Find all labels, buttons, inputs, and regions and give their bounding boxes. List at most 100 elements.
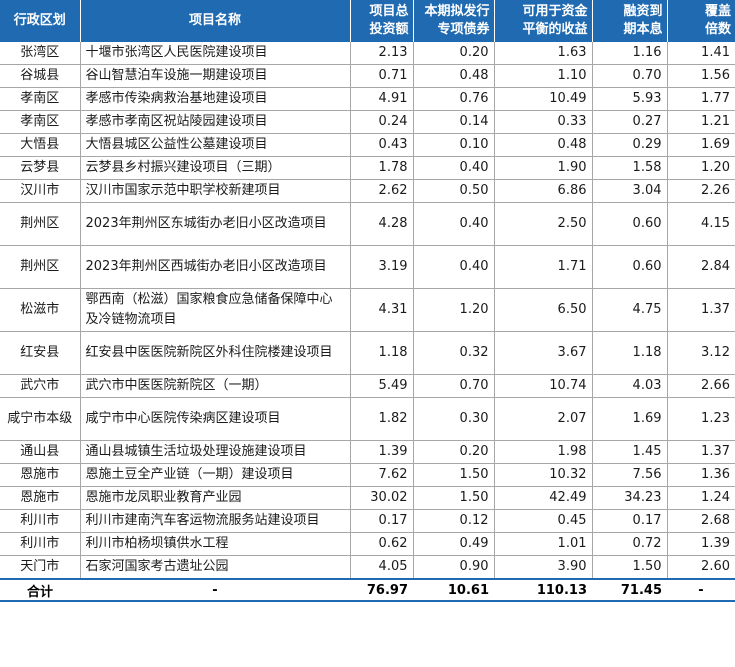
total-coverage-ratio: - bbox=[667, 578, 735, 602]
principal-interest-cell: 1.16 bbox=[592, 42, 668, 65]
bond-issue-cell: 0.49 bbox=[413, 532, 495, 556]
total-principal-interest: 71.45 bbox=[592, 578, 667, 602]
total-investment-cell: 1.82 bbox=[350, 397, 414, 441]
region-cell: 咸宁市本级 bbox=[0, 397, 81, 441]
balance-income-cell: 3.90 bbox=[494, 555, 593, 580]
project-name-cell: 鄂西南（松滋）国家粮食应急储备保障中心及冷链物流项目 bbox=[80, 288, 351, 332]
table-row: 张湾区 十堰市张湾区人民医院建设项目 2.13 0.20 1.63 1.16 1.41 bbox=[0, 42, 735, 65]
region-cell: 通山县 bbox=[0, 440, 81, 464]
region-cell: 谷城县 bbox=[0, 64, 81, 88]
table-row: 恩施市 恩施市龙凤职业教育产业园 30.02 1.50 42.49 34.23 1.24 bbox=[0, 486, 735, 510]
coverage-ratio-cell: 4.15 bbox=[667, 202, 735, 246]
region-cell: 武穴市 bbox=[0, 374, 81, 398]
coverage-ratio-cell: 1.69 bbox=[667, 133, 735, 157]
principal-interest-cell: 0.72 bbox=[592, 532, 668, 556]
project-name-cell: 汉川市国家示范中职学校新建项目 bbox=[80, 179, 351, 203]
bond-issue-cell: 1.50 bbox=[413, 486, 495, 510]
bond-issue-cell: 0.76 bbox=[413, 87, 495, 111]
coverage-ratio-cell: 1.23 bbox=[667, 397, 735, 441]
principal-interest-cell: 34.23 bbox=[592, 486, 668, 510]
project-name-cell: 通山县城镇生活垃圾处理设施建设项目 bbox=[80, 440, 351, 464]
table-row: 汉川市 汉川市国家示范中职学校新建项目 2.62 0.50 6.86 3.04 2.26 bbox=[0, 179, 735, 203]
project-name-cell: 利川市建南汽车客运物流服务站建设项目 bbox=[80, 509, 351, 533]
table-row: 利川市 利川市建南汽车客运物流服务站建设项目 0.17 0.12 0.45 0.17 2.6… bbox=[0, 509, 735, 533]
project-name-cell: 2023年荆州区东城街办老旧小区改造项目 bbox=[80, 202, 351, 246]
project-name-cell: 谷山智慧泊车设施一期建设项目 bbox=[80, 64, 351, 88]
header-region: 行政区划 bbox=[0, 0, 81, 42]
total-investment-cell: 4.05 bbox=[350, 555, 414, 580]
region-cell: 孝南区 bbox=[0, 87, 81, 111]
project-name-cell: 石家河国家考古遗址公园 bbox=[80, 555, 351, 580]
coverage-ratio-cell: 1.36 bbox=[667, 463, 735, 487]
bond-issue-cell: 0.70 bbox=[413, 374, 495, 398]
table-row: 孝南区 孝感市传染病救治基地建设项目 4.91 0.76 10.49 5.93 1.77 bbox=[0, 87, 735, 111]
balance-income-cell: 1.63 bbox=[494, 42, 593, 65]
bond-issue-cell: 0.12 bbox=[413, 509, 495, 533]
project-name-cell: 十堰市张湾区人民医院建设项目 bbox=[80, 42, 351, 65]
balance-income-cell: 10.32 bbox=[494, 463, 593, 487]
header-bond-issue: 本期拟发行 专项债券 bbox=[413, 0, 495, 42]
project-name-cell: 云梦县乡村振兴建设项目（三期） bbox=[80, 156, 351, 180]
total-investment-cell: 1.18 bbox=[350, 331, 414, 375]
total-investment-cell: 5.49 bbox=[350, 374, 414, 398]
region-cell: 大悟县 bbox=[0, 133, 81, 157]
coverage-ratio-cell: 1.20 bbox=[667, 156, 735, 180]
region-cell: 恩施市 bbox=[0, 463, 81, 487]
table-row: 利川市 利川市柏杨坝镇供水工程 0.62 0.49 1.01 0.72 1.39 bbox=[0, 532, 735, 556]
total-investment-cell: 0.24 bbox=[350, 110, 414, 134]
principal-interest-cell: 0.60 bbox=[592, 202, 668, 246]
bond-issue-cell: 0.40 bbox=[413, 202, 495, 246]
bond-issue-cell: 0.40 bbox=[413, 245, 495, 289]
table-row: 武穴市 武穴市中医医院新院区（一期） 5.49 0.70 10.74 4.03 2.66 bbox=[0, 374, 735, 398]
balance-income-cell: 2.07 bbox=[494, 397, 593, 441]
total-investment-cell: 0.62 bbox=[350, 532, 414, 556]
header-balance-income: 可用于资金 平衡的收益 bbox=[494, 0, 593, 42]
coverage-ratio-cell: 1.77 bbox=[667, 87, 735, 111]
region-cell: 天门市 bbox=[0, 555, 81, 580]
project-name-cell: 咸宁市中心医院传染病区建设项目 bbox=[80, 397, 351, 441]
coverage-ratio-cell: 1.39 bbox=[667, 532, 735, 556]
principal-interest-cell: 7.56 bbox=[592, 463, 668, 487]
table-row: 谷城县 谷山智慧泊车设施一期建设项目 0.71 0.48 1.10 0.70 1.56 bbox=[0, 64, 735, 88]
coverage-ratio-cell: 1.56 bbox=[667, 64, 735, 88]
principal-interest-cell: 5.93 bbox=[592, 87, 668, 111]
balance-income-cell: 1.10 bbox=[494, 64, 593, 88]
total-investment-cell: 4.28 bbox=[350, 202, 414, 246]
total-label: 合计 bbox=[0, 578, 80, 602]
principal-interest-cell: 3.04 bbox=[592, 179, 668, 203]
table-row: 云梦县 云梦县乡村振兴建设项目（三期） 1.78 0.40 1.90 1.58 1.20 bbox=[0, 156, 735, 180]
table-row: 荆州区 2023年荆州区东城街办老旧小区改造项目 4.28 0.40 2.50 0.60 4… bbox=[0, 202, 735, 246]
table-row: 恩施市 恩施土豆全产业链（一期）建设项目 7.62 1.50 10.32 7.56 1.36 bbox=[0, 463, 735, 487]
coverage-ratio-cell: 1.41 bbox=[667, 42, 735, 65]
balance-income-cell: 10.49 bbox=[494, 87, 593, 111]
principal-interest-cell: 1.69 bbox=[592, 397, 668, 441]
total-investment-cell: 4.31 bbox=[350, 288, 414, 332]
balance-income-cell: 6.86 bbox=[494, 179, 593, 203]
table-row: 天门市 石家河国家考古遗址公园 4.05 0.90 3.90 1.50 2.60 bbox=[0, 555, 735, 580]
header-project-name: 项目名称 bbox=[80, 0, 351, 42]
balance-income-cell: 6.50 bbox=[494, 288, 593, 332]
coverage-ratio-cell: 3.12 bbox=[667, 331, 735, 375]
balance-income-cell: 10.74 bbox=[494, 374, 593, 398]
principal-interest-cell: 4.75 bbox=[592, 288, 668, 332]
region-cell: 孝南区 bbox=[0, 110, 81, 134]
bond-issue-cell: 0.30 bbox=[413, 397, 495, 441]
project-name-cell: 孝感市孝南区祝站陵园建设项目 bbox=[80, 110, 351, 134]
principal-interest-cell: 1.45 bbox=[592, 440, 668, 464]
region-cell: 汉川市 bbox=[0, 179, 81, 203]
table-row: 孝南区 孝感市孝南区祝站陵园建设项目 0.24 0.14 0.33 0.27 1.21 bbox=[0, 110, 735, 134]
balance-income-cell: 3.67 bbox=[494, 331, 593, 375]
total-investment-cell: 1.39 bbox=[350, 440, 414, 464]
bond-issue-cell: 0.20 bbox=[413, 42, 495, 65]
coverage-ratio-cell: 1.37 bbox=[667, 288, 735, 332]
region-cell: 恩施市 bbox=[0, 486, 81, 510]
header-principal-interest: 融资到 期本息 bbox=[592, 0, 668, 42]
region-cell: 利川市 bbox=[0, 532, 81, 556]
coverage-ratio-cell: 2.66 bbox=[667, 374, 735, 398]
principal-interest-cell: 1.50 bbox=[592, 555, 668, 580]
table-row: 通山县 通山县城镇生活垃圾处理设施建设项目 1.39 0.20 1.98 1.45 1.37 bbox=[0, 440, 735, 464]
region-cell: 云梦县 bbox=[0, 156, 81, 180]
balance-income-cell: 42.49 bbox=[494, 486, 593, 510]
region-cell: 红安县 bbox=[0, 331, 81, 375]
region-cell: 荆州区 bbox=[0, 202, 81, 246]
